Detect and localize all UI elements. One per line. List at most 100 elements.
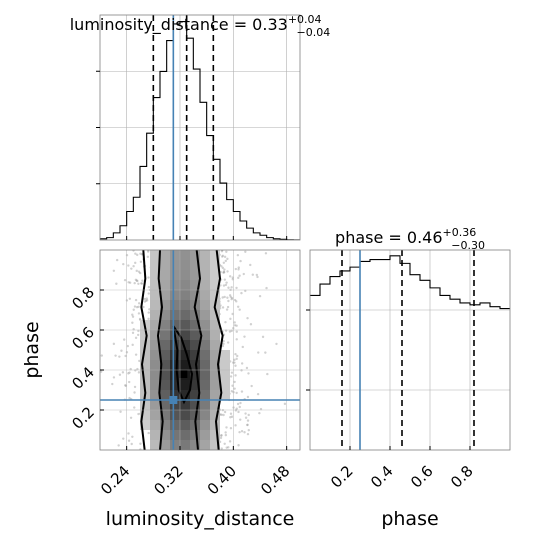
contour-line bbox=[140, 250, 148, 450]
density-cell bbox=[200, 300, 210, 310]
scatter-point bbox=[127, 439, 131, 442]
scatter-point bbox=[127, 432, 130, 435]
scatter-point bbox=[222, 271, 226, 274]
phase-x-axis-label: phase bbox=[381, 508, 438, 530]
density-cell bbox=[200, 260, 210, 270]
scatter-point bbox=[234, 374, 237, 377]
phase-title: phase = 0.46+0.36 −0.30 bbox=[335, 226, 485, 252]
density-cell bbox=[190, 320, 200, 330]
density-cell bbox=[200, 400, 210, 410]
density-cell bbox=[200, 310, 210, 320]
y-tick-label: 0.2 bbox=[68, 403, 98, 433]
scatter-point bbox=[224, 320, 227, 324]
density-cell bbox=[190, 260, 200, 270]
scatter-point bbox=[229, 426, 233, 430]
y-tick-label: 0.8 bbox=[68, 283, 98, 313]
luminosity-distance-x-axis-label: luminosity_distance bbox=[106, 508, 295, 530]
density-cell bbox=[150, 340, 160, 350]
density-cell bbox=[210, 260, 220, 270]
scatter-point bbox=[275, 342, 278, 346]
scatter-point bbox=[246, 432, 250, 436]
scatter-point bbox=[128, 396, 131, 400]
scatter-point bbox=[235, 324, 238, 327]
density-cell bbox=[210, 290, 220, 300]
scatter-point bbox=[140, 282, 144, 285]
density-cell bbox=[160, 300, 170, 310]
scatter-point bbox=[238, 430, 241, 434]
density-cell bbox=[200, 420, 210, 430]
scatter-point bbox=[137, 270, 141, 273]
scatter-point bbox=[223, 278, 227, 281]
density-cell bbox=[180, 270, 190, 280]
density-cell bbox=[160, 290, 170, 300]
scatter-point bbox=[233, 358, 236, 362]
scatter-point bbox=[225, 250, 228, 253]
scatter-point bbox=[127, 264, 130, 267]
scatter-point bbox=[240, 369, 243, 372]
scatter-point bbox=[244, 250, 247, 253]
scatter-point bbox=[135, 305, 139, 309]
scatter-point bbox=[242, 272, 245, 276]
scatter-point bbox=[266, 372, 269, 376]
scatter-point bbox=[118, 355, 121, 358]
scatter-point bbox=[141, 279, 144, 282]
scatter-point bbox=[124, 354, 127, 358]
scatter-point bbox=[126, 344, 129, 348]
scatter-point bbox=[259, 407, 263, 411]
scatter-point bbox=[134, 298, 138, 302]
scatter-point bbox=[246, 316, 249, 320]
scatter-point bbox=[148, 308, 151, 311]
scatter-point bbox=[137, 412, 140, 416]
scatter-point bbox=[134, 336, 138, 340]
contour-line bbox=[213, 250, 224, 450]
density-cell bbox=[190, 410, 200, 420]
scatter-point bbox=[139, 448, 142, 450]
density-cell bbox=[160, 310, 170, 320]
histogram-marks bbox=[310, 250, 510, 450]
scatter-point bbox=[246, 419, 250, 422]
density-cell bbox=[190, 430, 200, 440]
scatter-point bbox=[241, 345, 244, 349]
density-cell bbox=[190, 350, 200, 360]
density-cell bbox=[210, 390, 220, 400]
density-cell bbox=[150, 420, 160, 430]
scatter-point bbox=[258, 411, 261, 415]
scatter-point bbox=[221, 266, 225, 270]
scatter-point bbox=[133, 391, 136, 394]
scatter-point bbox=[225, 308, 229, 311]
density-cell bbox=[170, 260, 180, 270]
scatter-point bbox=[234, 352, 237, 356]
scatter-point bbox=[130, 442, 133, 446]
scatter-point bbox=[147, 311, 150, 314]
density-cell bbox=[200, 280, 210, 290]
scatter-point bbox=[121, 371, 125, 374]
scatter-point bbox=[137, 302, 141, 305]
scatter-point bbox=[147, 285, 151, 289]
density-cell bbox=[180, 320, 190, 330]
density-cell bbox=[160, 280, 170, 290]
density-cell bbox=[140, 370, 150, 380]
density-cell bbox=[180, 260, 190, 270]
scatter-point bbox=[139, 442, 142, 445]
density-cell bbox=[190, 370, 200, 380]
scatter-point bbox=[227, 286, 230, 289]
luminosity-distance-x-tick-labels: 0.24 0.32 0.40 0.48 bbox=[97, 462, 293, 498]
density-cell bbox=[170, 250, 180, 260]
density-cell bbox=[210, 310, 220, 320]
scatter-point bbox=[238, 308, 241, 311]
density-cell bbox=[210, 410, 220, 420]
scatter-point bbox=[234, 409, 238, 412]
scatter-point bbox=[229, 375, 233, 378]
density-cell bbox=[200, 340, 210, 350]
density-cell bbox=[160, 350, 170, 360]
density-cell bbox=[200, 320, 210, 330]
y-tick-label: 0.4 bbox=[68, 363, 98, 393]
scatter-point bbox=[243, 431, 246, 434]
scatter-point bbox=[225, 281, 228, 284]
density-cell bbox=[190, 340, 200, 350]
scatter-point bbox=[233, 380, 236, 384]
density-cell bbox=[190, 360, 200, 370]
scatter-point bbox=[240, 390, 244, 393]
density-cell bbox=[170, 270, 180, 280]
contours bbox=[140, 250, 224, 450]
